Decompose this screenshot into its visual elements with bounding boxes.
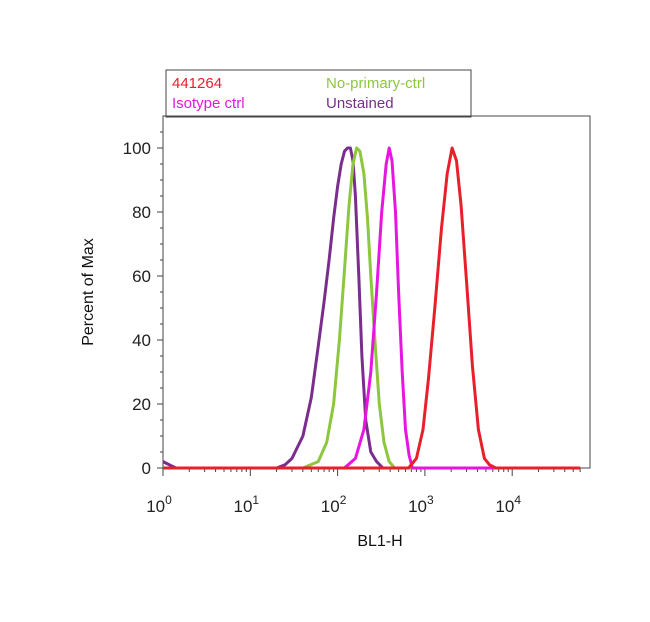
legend-entry-2: Isotype ctrl (172, 95, 245, 112)
y-tick-label-2: 40 (132, 331, 151, 350)
legend-entry-0: 441264 (172, 75, 222, 92)
x-tick-label-2: 102 (321, 493, 347, 516)
y-tick-label-1: 20 (132, 395, 151, 414)
y-tick-label-5: 100 (123, 139, 151, 158)
x-tick-label-0: 100 (146, 493, 172, 516)
y-tick-label-3: 60 (132, 267, 151, 286)
y-tick-label-0: 0 (142, 459, 151, 478)
legend-box (165, 69, 472, 118)
y-axis-title: Percent of Max (80, 238, 97, 346)
x-axis: 100 101 102 103 104 (146, 468, 581, 516)
x-tick-label-4: 104 (495, 493, 521, 516)
legend: 441264 No-primary-ctrl Isotype ctrl Unst… (165, 69, 472, 118)
legend-entry-3: Unstained (326, 95, 394, 112)
series-line-isotype-ctrl (163, 146, 581, 470)
y-tick-label-4: 80 (132, 203, 151, 222)
y-axis: 0 20 40 60 80 100 (123, 131, 163, 478)
x-tick-label-3: 103 (408, 493, 434, 516)
x-tick-label-1: 101 (233, 493, 259, 516)
series-line-no-primary-ctrl (163, 146, 581, 470)
legend-entry-1: No-primary-ctrl (326, 75, 425, 92)
series-line-441264 (163, 146, 581, 470)
series-layer (162, 146, 581, 470)
x-axis-title: BL1-H (357, 533, 402, 550)
